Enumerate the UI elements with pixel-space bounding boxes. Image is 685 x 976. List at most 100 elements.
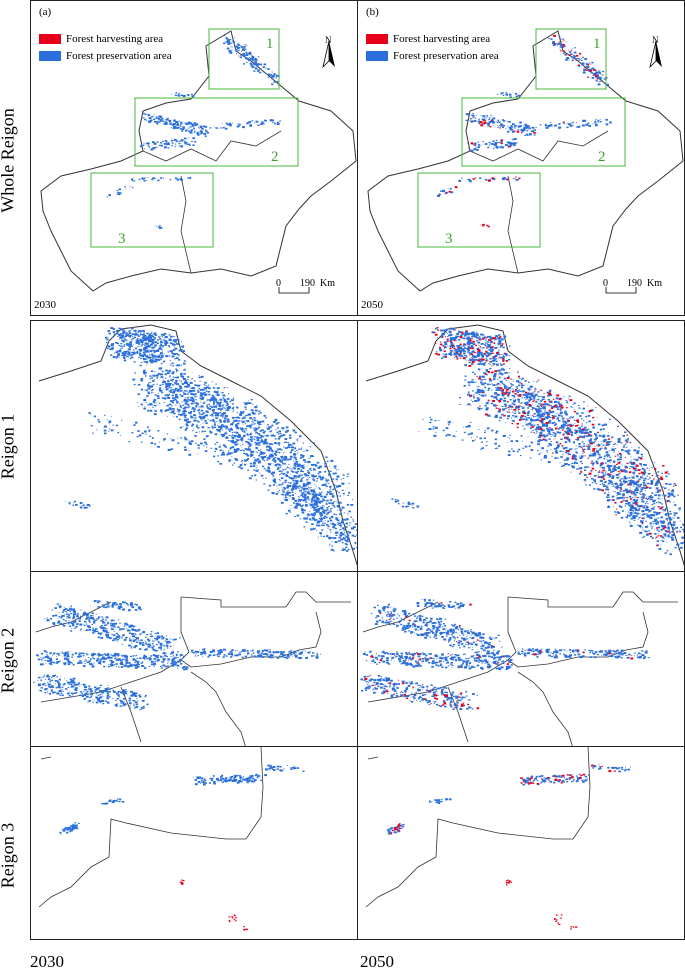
preservation-patch [515,406,518,409]
preservation-patch [138,345,140,347]
preservation-patch [483,364,486,366]
preservation-patch [262,452,266,455]
preservation-patch [322,517,325,519]
preservation-patch [587,435,590,437]
preservation-patch [268,427,270,429]
preservation-patch [590,71,593,74]
preservation-patch [217,425,219,426]
preservation-patch [246,429,248,431]
preservation-patch [274,456,277,458]
preservation-patch [558,429,560,431]
preservation-patch [244,403,248,406]
preservation-patch [117,191,120,193]
preservation-patch [194,393,197,395]
preservation-patch [247,441,250,444]
preservation-patch [167,351,170,353]
harvest-patch [454,186,458,188]
preservation-patch [229,448,232,450]
preservation-patch [139,364,142,367]
preservation-patch [323,483,327,486]
preservation-patch [269,453,273,456]
preservation-patch [185,414,187,416]
preservation-patch [186,400,189,402]
preservation-patch [312,527,316,530]
preservation-patch [144,335,147,337]
preservation-patch [588,66,590,68]
preservation-patch [549,122,551,123]
preservation-patch [323,517,326,519]
preservation-patch [554,415,557,418]
preservation-patch [538,439,542,442]
preservation-patch [149,402,152,405]
preservation-patch [316,519,318,520]
harvest-patch [496,404,498,406]
preservation-patch [334,486,336,488]
preservation-patch [143,337,146,340]
preservation-patch [461,348,465,350]
preservation-patch [526,133,529,135]
preservation-patch [343,512,345,514]
preservation-patch [236,53,238,54]
preservation-patch [462,337,466,340]
preservation-patch [285,499,288,502]
preservation-patch [301,467,304,469]
preservation-patch [556,408,559,410]
preservation-patch [280,465,282,467]
preservation-patch [556,45,558,47]
preservation-patch [225,426,228,428]
preservation-patch [150,334,154,337]
preservation-patch [190,393,194,395]
preservation-patch [461,346,463,347]
preservation-patch [225,38,228,40]
preservation-patch [252,424,254,426]
preservation-patch [599,428,602,431]
preservation-patch [468,147,470,149]
preservation-patch [293,507,295,509]
preservation-patch [176,383,179,386]
preservation-patch [320,479,322,481]
preservation-patch [166,415,168,417]
preservation-patch [199,413,201,415]
preservation-patch [562,420,564,421]
preservation-patch [543,414,546,416]
preservation-patch [129,336,131,338]
preservation-patch [576,126,579,128]
harvest-patch [433,331,436,334]
harvest-patch [575,57,577,59]
preservation-patch [508,376,510,378]
preservation-patch [455,350,458,352]
preservation-patch [234,443,237,446]
preservation-patch [319,465,322,468]
preservation-patch [518,390,520,391]
preservation-patch [97,419,100,421]
preservation-patch [501,393,505,396]
preservation-patch [567,57,570,60]
preservation-patch [123,344,125,346]
preservation-patch [529,398,533,401]
preservation-patch [214,417,217,419]
preservation-patch [510,379,512,380]
preservation-patch [540,403,543,406]
preservation-patch [170,448,173,450]
preservation-patch [532,419,535,421]
harvest-patch [478,377,481,380]
harvest-patch [552,399,555,401]
preservation-patch [176,335,178,337]
preservation-patch [320,495,323,498]
preservation-patch [144,118,147,121]
preservation-patch [487,122,490,125]
preservation-patch [162,334,165,336]
preservation-patch [336,475,340,478]
preservation-patch [472,359,476,362]
zone-box-1 [535,28,607,90]
preservation-patch [289,507,291,509]
preservation-patch [558,402,561,405]
preservation-patch [473,119,477,122]
preservation-patch [133,361,136,363]
preservation-patch [147,114,151,117]
preservation-patch [569,51,572,53]
preservation-patch [231,432,233,434]
preservation-patch [529,404,532,407]
preservation-patch [617,473,620,475]
preservation-patch [313,495,317,497]
